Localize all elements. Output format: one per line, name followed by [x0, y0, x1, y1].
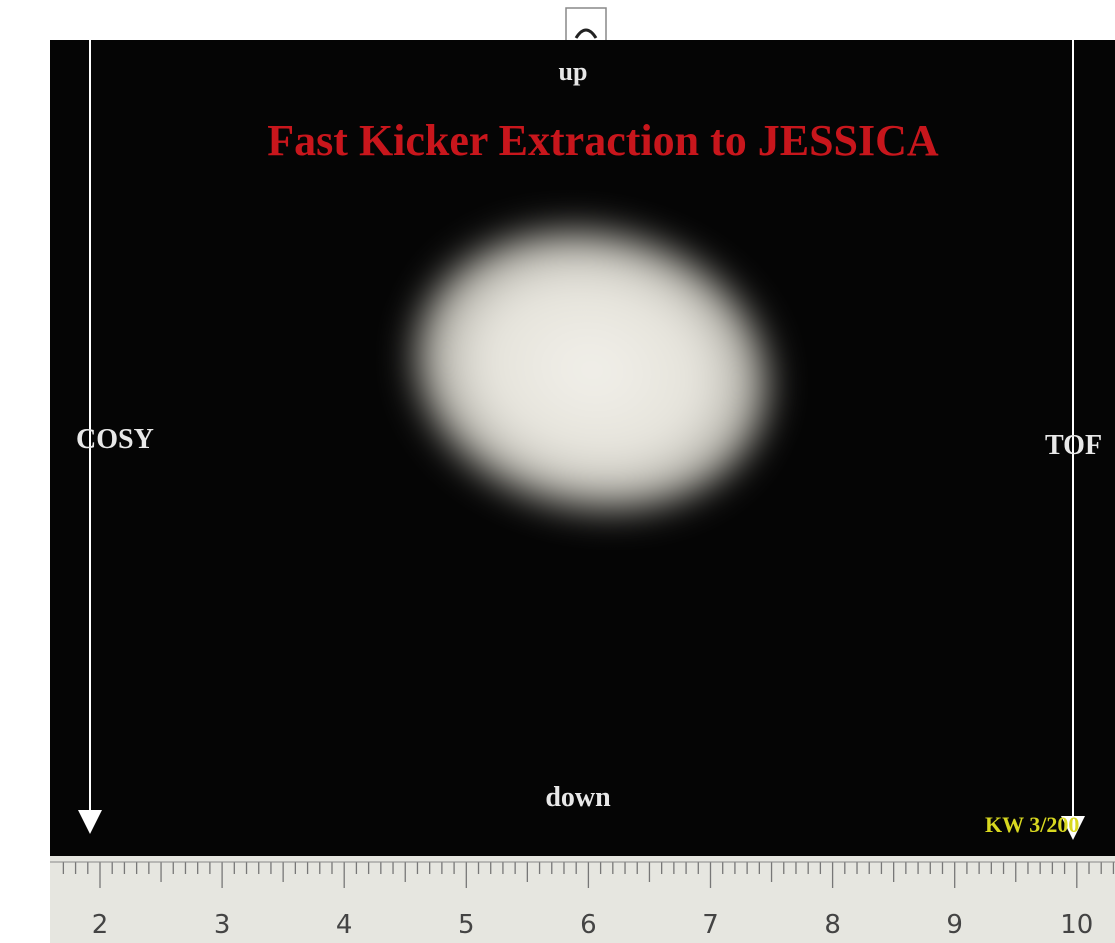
- ruler-label: 6: [580, 910, 597, 940]
- ruler-label: 7: [702, 910, 719, 940]
- cosy-label: COSY: [76, 424, 154, 455]
- top-marker: [566, 8, 606, 42]
- ruler-label: 9: [946, 910, 963, 940]
- page: up Fast Kicker Extraction to JESSICA COS…: [0, 0, 1115, 943]
- ruler-label: 5: [458, 910, 475, 940]
- ruler-label: 3: [214, 910, 231, 940]
- ruler-label: 4: [336, 910, 353, 940]
- up-label: up: [559, 57, 588, 86]
- ruler-label: 10: [1060, 910, 1093, 940]
- title: Fast Kicker Extraction to JESSICA: [267, 116, 939, 165]
- ruler-label: 8: [824, 910, 841, 940]
- ruler-label: 2: [92, 910, 109, 940]
- screenshot: up Fast Kicker Extraction to JESSICA COS…: [0, 0, 1115, 943]
- tof-label: TOF: [1045, 430, 1102, 461]
- stamp: KW 3/200: [985, 812, 1079, 837]
- down-label: down: [545, 782, 611, 813]
